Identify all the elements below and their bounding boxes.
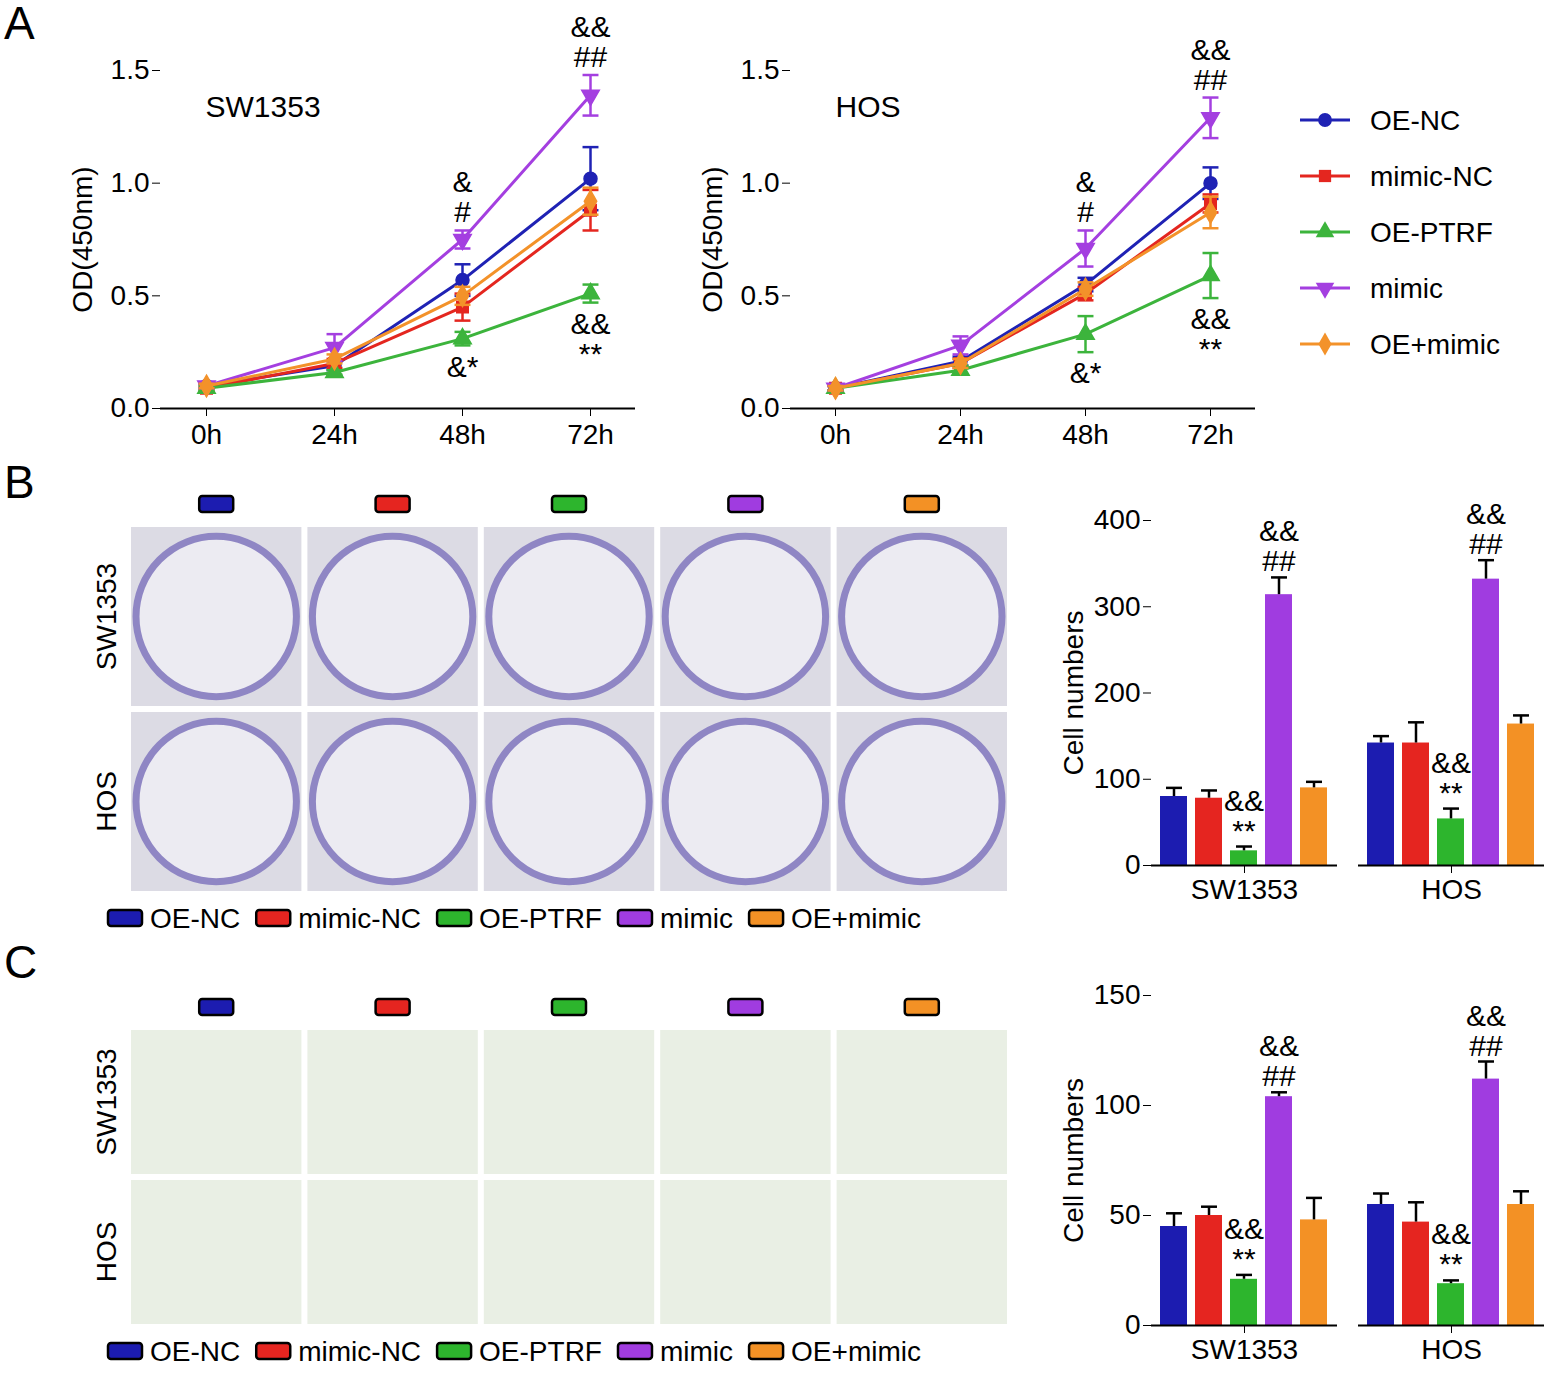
svg-text:&&##: &&## [1259,1029,1299,1092]
svg-text:OE-NC: OE-NC [150,1336,240,1367]
svg-text:Cell numbers: Cell numbers [1058,1078,1089,1243]
svg-text:48h: 48h [439,419,486,450]
svg-text:&*: &* [1070,356,1102,389]
svg-text:24h: 24h [311,419,358,450]
svg-text:300: 300 [1094,591,1141,622]
svg-text:50: 50 [1109,1199,1140,1230]
svg-text:HOS: HOS [1421,874,1482,905]
svg-text:0.0: 0.0 [741,392,780,423]
svg-text:0.5: 0.5 [111,280,150,311]
svg-text:&&##: &&## [1466,999,1506,1062]
svg-text:HOS: HOS [91,771,122,832]
svg-text:HOS: HOS [836,90,901,123]
svg-text:200: 200 [1094,677,1141,708]
svg-text:&&**: &&** [1224,784,1264,847]
svg-text:OE-PTRF: OE-PTRF [479,1336,602,1367]
svg-text:150: 150 [1094,979,1141,1010]
svg-text:OE-NC: OE-NC [1370,105,1460,136]
svg-text:SW1353: SW1353 [91,1048,122,1155]
html-text:B: B [4,456,35,508]
svg-text:400: 400 [1094,504,1141,535]
svg-text:SW1353: SW1353 [1191,1334,1298,1365]
svg-text:&#: &# [452,165,472,228]
svg-text:1.0: 1.0 [111,167,150,198]
svg-text:1.5: 1.5 [741,54,780,85]
svg-text:&&##: &&## [570,10,610,73]
svg-text:&&**: &&** [1190,302,1230,365]
svg-text:mimic-NC: mimic-NC [1370,161,1493,192]
svg-text:OE-PTRF: OE-PTRF [479,903,602,934]
svg-text:OE-PTRF: OE-PTRF [1370,217,1493,248]
svg-text:72h: 72h [567,419,614,450]
svg-text:mimic: mimic [660,903,733,934]
svg-text:OD(450nm): OD(450nm) [697,166,728,312]
svg-text:SW1353: SW1353 [91,563,122,670]
svg-text:0h: 0h [191,419,222,450]
svg-text:OE-NC: OE-NC [150,903,240,934]
svg-text:OD(450nm): OD(450nm) [67,166,98,312]
svg-text:&&**: &&** [570,307,610,370]
svg-text:OE+mimic: OE+mimic [791,903,921,934]
svg-text:24h: 24h [937,419,984,450]
svg-text:0h: 0h [820,419,851,450]
svg-text:mimic-NC: mimic-NC [298,1336,421,1367]
svg-text:mimic-NC: mimic-NC [298,903,421,934]
svg-text:HOS: HOS [91,1222,122,1283]
svg-text:OE+mimic: OE+mimic [1370,329,1500,360]
svg-text:SW1353: SW1353 [1191,874,1298,905]
svg-text:0: 0 [1125,1309,1141,1340]
svg-text:0.5: 0.5 [741,280,780,311]
svg-text:72h: 72h [1187,419,1234,450]
svg-text:&&**: &&** [1431,746,1471,809]
svg-text:SW1353: SW1353 [206,90,321,123]
svg-text:48h: 48h [1062,419,1109,450]
svg-text:&&**: &&** [1431,1217,1471,1280]
svg-text:&&##: &&## [1190,33,1230,96]
svg-text:&&##: &&## [1259,514,1299,577]
svg-text:mimic: mimic [1370,273,1443,304]
svg-text:1.0: 1.0 [741,167,780,198]
svg-text:100: 100 [1094,763,1141,794]
svg-text:&&##: &&## [1466,497,1506,560]
svg-text:0.0: 0.0 [111,392,150,423]
svg-text:1.5: 1.5 [111,54,150,85]
svg-text:100: 100 [1094,1089,1141,1120]
svg-text:Cell numbers: Cell numbers [1058,611,1089,776]
svg-text:&#: &# [1075,165,1095,228]
svg-text:mimic: mimic [660,1336,733,1367]
html-text:C: C [4,936,38,988]
svg-text:0: 0 [1125,849,1141,880]
svg-text:&&**: &&** [1224,1212,1264,1275]
svg-text:OE+mimic: OE+mimic [791,1336,921,1367]
svg-text:HOS: HOS [1421,1334,1482,1365]
svg-text:&*: &* [447,350,479,383]
